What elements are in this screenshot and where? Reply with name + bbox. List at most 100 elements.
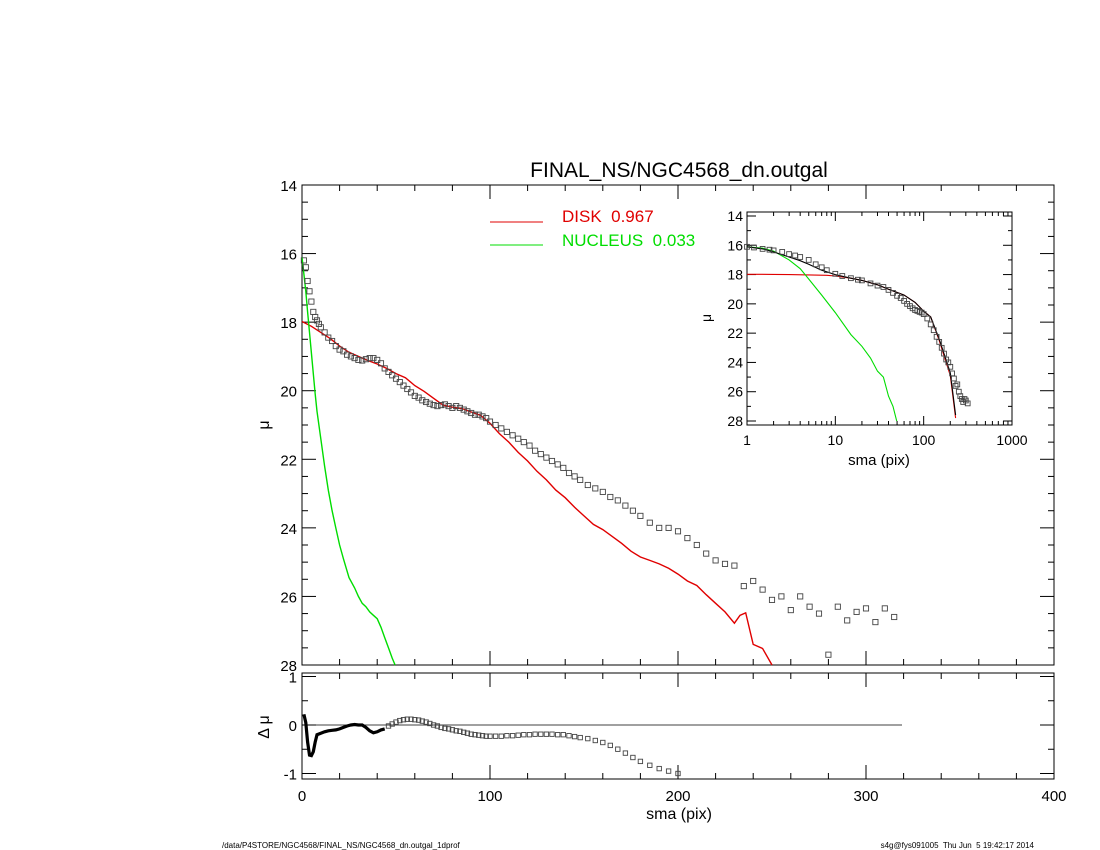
x-axis-label: sma (pix)	[646, 806, 712, 823]
legend-disk-label: DISK 0.967	[562, 207, 654, 226]
data-point	[453, 728, 459, 734]
data-point	[461, 729, 467, 735]
inset-x-tick-label: 10	[828, 432, 844, 448]
residual-tick-labels: 10-10 100 200 300 400	[284, 670, 1067, 806]
data-point	[498, 425, 505, 432]
footer-timestamp: s4g@fys091005 Thu Jun 5 19:42:17 2014	[881, 841, 1035, 850]
main-panel: 14 16 18 20 22 24 26 28 FINAL_NS/NGC4568_dn.out…	[256, 159, 1055, 675]
data-point	[592, 485, 599, 492]
main-y-axis-label: μ	[256, 420, 273, 429]
data-point	[389, 372, 396, 379]
data-point	[629, 507, 636, 514]
residual-panel: 10-10 100 200 300 400 Δ μ sma (pix)	[256, 670, 1067, 824]
data-point	[487, 733, 493, 739]
data-point	[812, 261, 819, 268]
data-point	[438, 402, 445, 409]
data-point	[449, 727, 456, 733]
data-point	[396, 379, 403, 386]
data-point	[445, 403, 452, 410]
data-point	[456, 404, 463, 411]
data-point	[555, 732, 561, 738]
data-point	[844, 617, 851, 624]
data-point	[407, 389, 415, 396]
data-point	[483, 733, 489, 739]
data-point	[385, 368, 392, 375]
legend-nucleus-label: NUCLEUS 0.033	[562, 231, 695, 250]
main-y-tick-labels: 14 16 18 20 22 24 26 28	[280, 178, 297, 675]
data-point	[427, 720, 433, 727]
data-point	[445, 726, 452, 732]
data-point	[927, 321, 934, 328]
data-point	[901, 298, 907, 304]
data-point	[600, 739, 606, 746]
data-point	[434, 403, 441, 410]
data-point	[614, 497, 621, 504]
y-tick-label: 28	[280, 658, 297, 675]
data-point	[744, 243, 750, 250]
series-line	[301, 256, 396, 666]
data-point	[374, 356, 381, 363]
data-point	[438, 724, 444, 731]
data-point	[472, 732, 478, 738]
data-point	[565, 469, 573, 477]
data-point	[952, 383, 959, 389]
data-point	[834, 603, 841, 610]
x-tick-label: 200	[665, 788, 690, 805]
data-point	[805, 257, 812, 263]
data-point	[475, 411, 482, 418]
data-point	[656, 765, 662, 772]
data-point	[537, 451, 544, 458]
data-point	[393, 719, 399, 725]
data-point	[492, 421, 499, 429]
data-point	[954, 381, 961, 388]
data-point	[607, 742, 613, 749]
data-point	[712, 557, 719, 564]
data-point	[423, 398, 430, 406]
data-point	[768, 596, 776, 603]
data-point	[924, 315, 931, 322]
data-point	[471, 411, 479, 418]
data-point	[874, 282, 881, 289]
inset-frame-bg	[747, 212, 1012, 425]
legend: DISK 0.967 NUCLEUS 0.033	[490, 207, 695, 250]
data-point	[483, 415, 490, 422]
data-point	[306, 288, 313, 295]
data-point	[797, 593, 804, 600]
data-point	[693, 541, 700, 549]
data-point	[312, 313, 319, 321]
data-point	[647, 762, 653, 768]
data-point	[509, 733, 516, 739]
data-point	[599, 488, 606, 495]
inset-y-tick-label: 16	[727, 237, 743, 253]
data-point	[585, 735, 591, 742]
data-point	[770, 247, 777, 254]
data-point	[779, 249, 786, 255]
data-point	[622, 502, 629, 509]
residual-y-tick-label: 1	[289, 670, 297, 687]
data-point	[479, 733, 486, 739]
data-point	[543, 454, 550, 461]
data-point	[329, 337, 336, 345]
data-point	[548, 457, 556, 465]
series-line	[746, 246, 898, 422]
data-point	[549, 731, 555, 737]
data-point	[408, 716, 414, 722]
data-point	[750, 577, 757, 585]
series-line	[301, 320, 773, 666]
footer-file-path: /data/P4STORE/NGC4568/FINAL_NS/NGC4568_d…	[222, 841, 461, 850]
data-point	[881, 605, 888, 612]
data-point	[957, 393, 964, 399]
residual-y-tick-label: 0	[289, 718, 297, 735]
data-point	[453, 403, 460, 410]
data-point	[415, 717, 422, 723]
data-point	[468, 409, 475, 417]
data-point	[362, 356, 369, 363]
data-point	[787, 607, 794, 614]
data-point	[731, 562, 738, 569]
chart-title: FINAL_NS/NGC4568_dn.outgal	[530, 159, 828, 182]
data-point	[938, 344, 945, 351]
y-tick-label: 14	[280, 178, 297, 195]
data-point	[430, 402, 437, 409]
x-tick-label: 300	[853, 788, 878, 805]
